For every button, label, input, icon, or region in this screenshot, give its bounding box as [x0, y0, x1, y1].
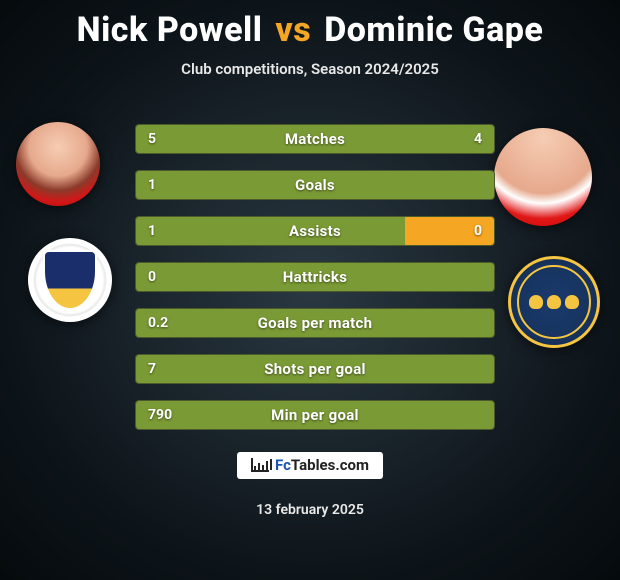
chart-icon [251, 458, 269, 472]
metric-label: Hattricks [283, 268, 347, 286]
player2-avatar [494, 128, 592, 226]
metric-label: Goals [295, 176, 335, 194]
metric-label: Assists [289, 222, 341, 240]
title-player1: Nick Powell [77, 10, 263, 50]
metric-row: 0.2 Goals per match [135, 308, 495, 338]
comparison-chart: 5 Matches 4 1 Goals 1 Assists 0 0 Hattricks 0.2 Goa… [135, 124, 495, 446]
metric-value-left: 1 [148, 177, 156, 193]
logo-text-fc: Fc [275, 456, 291, 474]
metric-label: Matches [285, 130, 345, 148]
subtitle: Club competitions, Season 2024/2025 [0, 60, 620, 78]
metric-value-left: 0.2 [148, 315, 168, 331]
metric-value-left: 1 [148, 223, 156, 239]
metric-value-left: 0 [148, 269, 156, 285]
page-title: Nick Powell vs Dominic Gape [0, 0, 620, 50]
title-vs: vs [275, 10, 311, 50]
metric-row: 0 Hattricks [135, 262, 495, 292]
player1-avatar [16, 122, 100, 206]
metric-row: 1 Goals [135, 170, 495, 200]
player2-club-badge [508, 256, 600, 348]
fctables-logo: FcTables.com [237, 452, 383, 479]
metric-label: Shots per goal [264, 360, 366, 378]
metric-row: 5 Matches 4 [135, 124, 495, 154]
metric-value-right: 4 [474, 131, 482, 147]
date-label: 13 february 2025 [256, 502, 364, 518]
metric-label: Min per goal [271, 406, 359, 424]
metric-label: Goals per match [258, 314, 373, 332]
metric-value-left: 7 [148, 361, 156, 377]
metric-fill-left [136, 217, 405, 245]
title-player2: Dominic Gape [324, 10, 543, 50]
player1-club-badge [28, 238, 112, 322]
metric-value-right: 0 [474, 223, 482, 239]
logo-text-tables: Tables.com [291, 456, 369, 474]
metric-value-left: 5 [148, 131, 156, 147]
metric-row: 790 Min per goal [135, 400, 495, 430]
metric-row: 1 Assists 0 [135, 216, 495, 246]
metric-row: 7 Shots per goal [135, 354, 495, 384]
metric-value-left: 790 [148, 407, 172, 423]
